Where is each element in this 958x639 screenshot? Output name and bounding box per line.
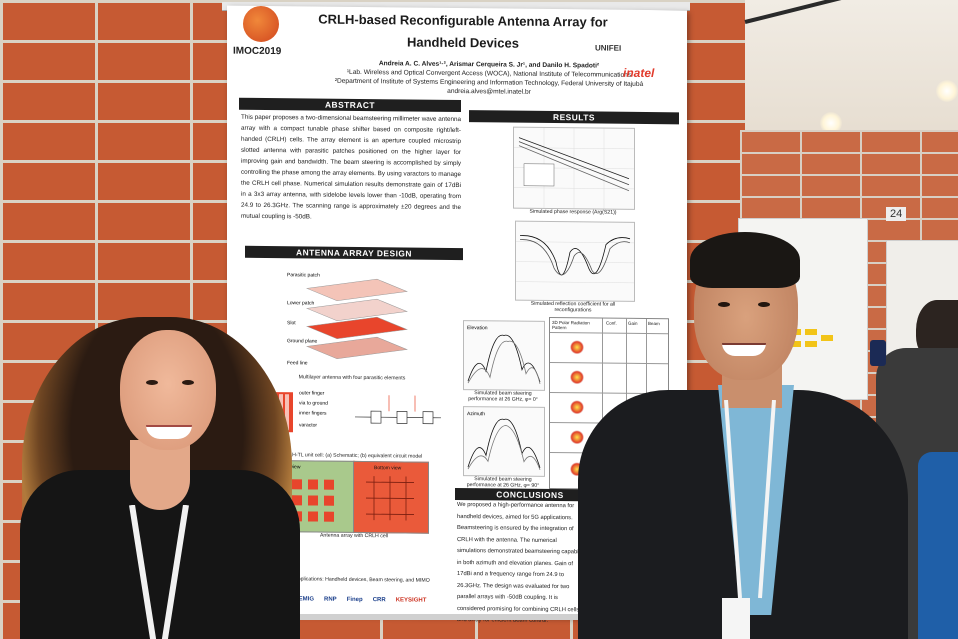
- reflection-caption: Simulated reflection coefficient for all…: [530, 300, 616, 314]
- woman-eye: [146, 380, 158, 385]
- woman-smile: [146, 425, 192, 439]
- poster-authors: Andreia A. C. Alves¹·², Arismar Cerqueir…: [319, 59, 659, 99]
- table-rule: [550, 331, 668, 335]
- layer-label: Slot: [287, 320, 296, 326]
- layer-label: Feed line: [287, 360, 308, 366]
- radiation-pattern-icon: [570, 340, 584, 355]
- azimuth-caption: Simulated beam steering performance at 2…: [466, 476, 540, 489]
- array-bottom-view: Bottom view: [353, 460, 429, 534]
- ceiling-lamp: [820, 112, 842, 134]
- radiation-pattern-icon: [570, 400, 584, 415]
- design-header: ANTENNA ARRAY DESIGN: [245, 245, 463, 261]
- sponsor-logo: Finep: [346, 596, 363, 604]
- azimuth-label: Azimuth: [467, 411, 485, 417]
- logo-mark: [243, 5, 279, 43]
- equivalent-circuit-figure: [351, 386, 443, 446]
- inatel-logo: inatel: [623, 65, 655, 81]
- sponsor-logo: RNP: [324, 596, 337, 603]
- bottom-view-svg: Bottom view: [366, 465, 414, 521]
- ceiling: [745, 0, 958, 140]
- wall-number: 24: [886, 207, 907, 221]
- phase-response-plot: [513, 126, 635, 210]
- title-line: CRLH-based Reconfigurable Antenna Array …: [318, 11, 608, 30]
- layer-label: Ground plane: [287, 338, 318, 344]
- abstract-header: ABSTRACT: [239, 97, 461, 113]
- name-badge: [722, 598, 750, 639]
- radiation-pattern-icon: [570, 370, 584, 385]
- man-eye: [758, 302, 770, 307]
- circuit-svg: [355, 395, 441, 425]
- table-header-cell: Beam: [648, 321, 660, 327]
- results-header: RESULTS: [469, 110, 679, 125]
- phone-icon: [870, 340, 886, 366]
- poster-element: [805, 329, 817, 335]
- poster-element: [805, 341, 817, 347]
- layer-label: Parasitic patch: [287, 272, 320, 278]
- unifei-logo: UNIFEI: [595, 43, 622, 53]
- man-hair: [690, 232, 800, 288]
- elevation-label: Elevation: [467, 325, 488, 331]
- applications-caption: Applications: Handheld devices, Beam ste…: [294, 576, 430, 584]
- bottom-view-label: Bottom view: [374, 465, 402, 471]
- elevation-plot-svg: Elevation: [467, 325, 541, 384]
- layer-label: Lower patch: [287, 300, 314, 306]
- reflection-plot-svg: [516, 235, 634, 284]
- azimuth-plot: Azimuth: [463, 406, 545, 477]
- ceiling-lamp: [936, 80, 958, 102]
- man-smile: [722, 343, 766, 356]
- multilayer-svg: Parasitic patch Lower patch Slot Ground …: [287, 272, 408, 366]
- multilayer-antenna-figure: Parasitic patch Lower patch Slot Ground …: [287, 268, 417, 374]
- phase-caption: Simulated phase response (Arg(S21)): [529, 208, 617, 216]
- elevation-plot: Elevation: [463, 320, 545, 391]
- backpack: [918, 452, 958, 639]
- reflection-plot: [515, 220, 635, 302]
- elevation-caption: Simulated beam steering performance at 2…: [468, 390, 538, 403]
- table-rule: [550, 361, 668, 365]
- abstract-text: This paper proposes a two-dimensional be…: [241, 113, 461, 221]
- crlh-label: varactor: [299, 422, 317, 428]
- crlh-label: outer finger: [299, 390, 325, 396]
- woman-neck: [130, 440, 190, 510]
- azimuth-plot-svg: Azimuth: [467, 411, 541, 471]
- crlh-label: via to ground: [299, 400, 328, 406]
- poster-element: [789, 341, 801, 347]
- poster-title: CRLH-based Reconfigurable Antenna Array …: [313, 8, 613, 55]
- crlh-label: inner fingers: [299, 410, 327, 416]
- title-line: Handheld Devices: [407, 34, 519, 51]
- sponsor-logo: CRR: [372, 597, 386, 604]
- woman-lanyard: [129, 505, 189, 639]
- man-eye: [718, 302, 730, 307]
- array-caption: Antenna array with CRLH cell: [319, 532, 389, 540]
- poster-rod: [288, 614, 708, 620]
- conference-logo: IMOC2019: [233, 5, 295, 69]
- phase-plot-svg: [514, 127, 634, 209]
- table-header-cell: Conf.: [606, 320, 617, 326]
- table-header-cell: 3D Polar Radiation Pattern: [552, 319, 590, 331]
- logo-text: IMOC2019: [233, 45, 282, 58]
- man-lanyard: [724, 400, 776, 599]
- woman-eye: [182, 380, 194, 385]
- table-header-cell: Gain: [628, 320, 638, 326]
- poster-element: [821, 335, 833, 341]
- sponsor-logo: KEYSIGHT: [395, 597, 427, 604]
- radiation-pattern-icon: [570, 430, 584, 445]
